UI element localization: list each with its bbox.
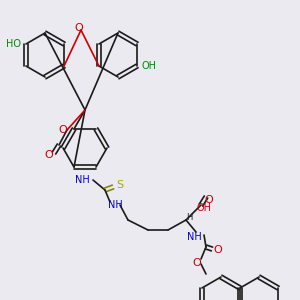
Text: O: O — [45, 150, 53, 160]
Text: O: O — [75, 23, 83, 33]
Text: O: O — [58, 125, 68, 135]
Text: NH: NH — [108, 200, 122, 210]
Text: O: O — [214, 245, 222, 255]
Text: OH: OH — [142, 61, 157, 71]
Text: NH: NH — [75, 175, 89, 185]
Text: O: O — [205, 195, 213, 205]
Text: HO: HO — [6, 39, 21, 49]
Text: O: O — [193, 258, 201, 268]
Text: NH: NH — [187, 232, 201, 242]
Text: H: H — [186, 214, 192, 223]
Text: S: S — [116, 180, 124, 190]
Text: OH: OH — [196, 203, 211, 213]
